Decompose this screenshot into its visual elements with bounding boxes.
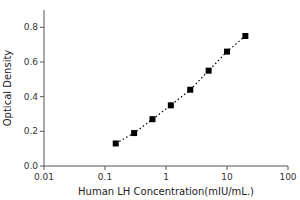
data-line — [116, 36, 246, 143]
data-point — [242, 33, 248, 39]
y-tick — [40, 131, 44, 132]
x-tick — [105, 166, 106, 170]
y-axis-label: Optical Density — [2, 50, 13, 127]
x-tick-label: 100 — [279, 172, 296, 182]
y-tick-label: 0.0 — [24, 161, 39, 171]
x-tick-label: 0.1 — [98, 172, 112, 182]
y-tick-label: 0.6 — [24, 57, 39, 67]
y-tick — [40, 166, 44, 167]
y-tick — [40, 96, 44, 97]
x-tick-label: 10 — [221, 172, 233, 182]
x-axis-label: Human LH Concentration(mIU/mL.) — [78, 186, 254, 197]
data-point — [131, 130, 137, 136]
y-tick — [40, 62, 44, 63]
data-point — [149, 116, 155, 122]
y-tick-label: 0.2 — [24, 126, 38, 136]
x-tick — [44, 166, 45, 170]
x-tick — [288, 166, 289, 170]
y-tick — [40, 27, 44, 28]
data-point — [168, 102, 174, 108]
x-tick-label: 1 — [163, 172, 169, 182]
chart: 0.01 0.1 1 10 100 0.0 0.2 0.4 0.6 0.8 Human LH Con… — [0, 0, 300, 200]
data-point — [206, 68, 212, 74]
x-tick-label: 0.01 — [34, 172, 54, 182]
x-tick — [227, 166, 228, 170]
y-tick-label: 0.4 — [24, 92, 39, 102]
data-point — [113, 140, 119, 146]
y-axis-line — [44, 10, 45, 166]
data-point — [224, 49, 230, 55]
data-point — [187, 87, 193, 93]
plot-area — [113, 33, 249, 146]
axes: 0.01 0.1 1 10 100 0.0 0.2 0.4 0.6 0.8 — [24, 10, 297, 182]
x-tick — [166, 166, 167, 170]
chart-container: 0.01 0.1 1 10 100 0.0 0.2 0.4 0.6 0.8 Human LH Con… — [0, 0, 300, 200]
y-tick-label: 0.8 — [24, 22, 39, 32]
